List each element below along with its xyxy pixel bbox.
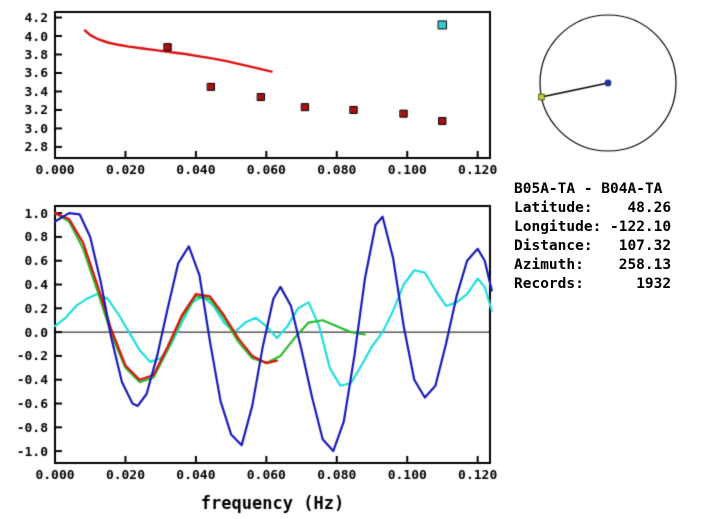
records-row: Records: 1932 xyxy=(514,275,700,294)
records-label: Records: xyxy=(514,276,584,292)
distance-row: Distance: 107.32 xyxy=(514,237,700,256)
longitude-value: -122.10 xyxy=(610,219,672,235)
spectrum-waveform-plot xyxy=(0,190,502,519)
distance-label: Distance: xyxy=(514,238,593,254)
station-pair-title: B05A-TA - B04A-TA xyxy=(514,181,663,197)
longitude-row: Longitude: -122.10 xyxy=(514,218,700,237)
distance-value: 107.32 xyxy=(618,238,672,254)
azimuth-label: Azimuth: xyxy=(514,257,584,273)
records-value: 1932 xyxy=(636,276,672,292)
azimuth-value: 258.13 xyxy=(618,257,672,273)
phase-velocity-plot xyxy=(0,0,502,188)
azimuth-direction-circle xyxy=(512,6,702,166)
latitude-row: Latitude: 48.26 xyxy=(514,199,700,218)
station-info-panel: B05A-TA - B04A-TA Latitude: 48.26 Longit… xyxy=(514,180,700,294)
latitude-label: Latitude: xyxy=(514,200,593,216)
longitude-label: Longitude: xyxy=(514,219,602,235)
azimuth-row: Azimuth: 258.13 xyxy=(514,256,700,275)
latitude-value: 48.26 xyxy=(627,200,672,216)
